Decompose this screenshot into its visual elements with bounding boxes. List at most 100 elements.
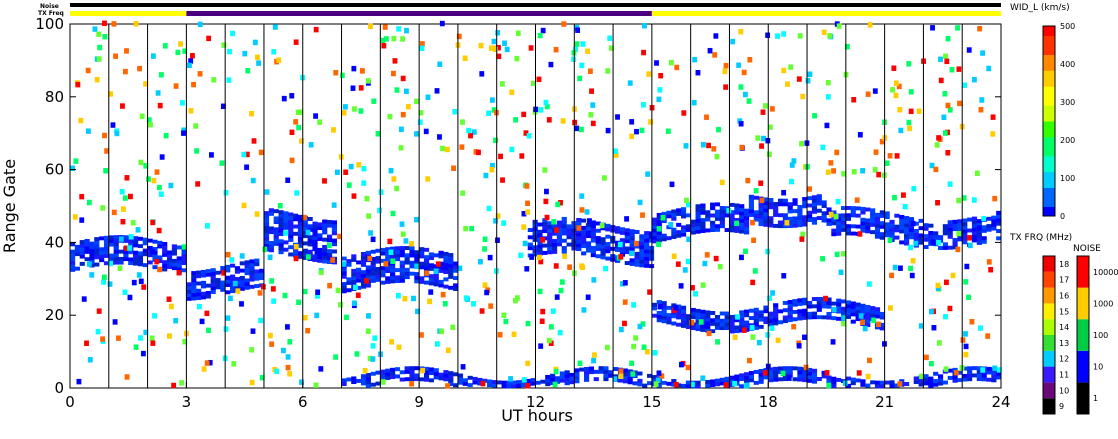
echo-cell — [229, 257, 235, 263]
echo-cell — [981, 228, 987, 233]
echo-cell — [872, 88, 878, 94]
echo-cell — [210, 286, 216, 291]
echo-cell — [559, 279, 565, 285]
echo-cell — [460, 364, 466, 370]
echo-cell — [561, 227, 567, 232]
echo-cell — [302, 248, 308, 253]
echo-cell — [782, 308, 788, 313]
echo-cell — [991, 215, 997, 220]
echo-cell — [913, 221, 919, 226]
echo-cell — [753, 187, 759, 194]
echo-cell — [758, 218, 764, 223]
echo-cell — [899, 225, 905, 230]
echo-cell — [963, 351, 969, 358]
echo-cell — [841, 251, 846, 257]
echo-cell — [884, 222, 890, 227]
echo-cell — [547, 221, 553, 226]
echo-cell — [763, 320, 769, 325]
echo-cell — [307, 249, 313, 254]
echo-cell — [123, 68, 128, 75]
echo-cell — [845, 206, 851, 210]
echo-cell — [296, 299, 301, 305]
colorbar-main-swatch — [1043, 197, 1055, 201]
echo-cell — [281, 347, 286, 354]
echo-cell — [981, 215, 987, 222]
echo-cell — [390, 279, 396, 284]
echo-cell — [400, 111, 406, 118]
echo-cell — [891, 65, 897, 71]
echo-cell — [506, 380, 512, 385]
echo-cell — [816, 194, 822, 199]
echo-cell — [816, 315, 822, 320]
echo-cell — [244, 267, 250, 272]
echo-cell — [831, 210, 837, 215]
echo-cell — [123, 245, 129, 251]
echo-cell — [618, 254, 624, 260]
echo-cell — [551, 242, 558, 247]
echo-cell — [108, 257, 114, 262]
echo-cell — [695, 211, 701, 216]
echo-cell — [503, 318, 509, 325]
echo-cell — [950, 272, 956, 279]
echo-cell — [381, 43, 387, 49]
echo-cell — [613, 367, 619, 371]
echo-cell — [437, 134, 442, 140]
echo-cell — [719, 381, 725, 386]
echo-cell — [263, 240, 270, 245]
echo-cell — [193, 123, 199, 129]
echo-cell — [870, 222, 876, 227]
echo-cell — [414, 272, 420, 277]
echo-cell — [952, 241, 958, 246]
echo-cell — [889, 380, 895, 385]
echo-cell — [335, 287, 341, 294]
echo-cell — [163, 132, 169, 139]
echo-cell — [758, 376, 764, 381]
echo-cell — [777, 366, 784, 371]
noise-bar-label: Noise — [40, 3, 59, 10]
echo-cell — [317, 233, 323, 238]
echo-cell — [101, 279, 107, 285]
echo-cell — [225, 275, 231, 280]
echo-cell — [241, 151, 247, 158]
echo-cell — [157, 240, 163, 245]
echo-cell — [693, 291, 698, 297]
echo-cell — [579, 62, 585, 69]
echo-cell — [624, 250, 630, 255]
echo-cell — [459, 144, 465, 150]
echo-cell — [297, 225, 304, 230]
echo-cell — [162, 263, 168, 268]
echo-cell — [855, 313, 861, 318]
echo-cell — [811, 372, 818, 377]
echo-cell — [537, 237, 543, 242]
echo-cell — [150, 53, 156, 59]
echo-cell — [906, 61, 912, 67]
echo-cell — [556, 227, 562, 232]
echo-cell — [322, 259, 328, 264]
echo-cell — [695, 312, 701, 317]
colorbar-main-swatch — [1043, 136, 1055, 141]
echo-cell — [542, 225, 548, 230]
echo-cell — [845, 304, 851, 309]
colorbar-main-tick: 300 — [1060, 98, 1075, 107]
echo-cell — [249, 110, 254, 117]
colorbar-main-swatch — [1043, 60, 1055, 65]
echo-cell — [547, 243, 553, 248]
echo-cell — [278, 217, 284, 222]
echo-cell — [964, 263, 970, 270]
echo-cell — [724, 311, 730, 316]
echo-cell — [195, 181, 201, 187]
echo-cell — [288, 237, 294, 242]
echo-cell — [850, 231, 856, 236]
echo-cell — [367, 255, 373, 262]
echo-cell — [857, 231, 863, 237]
echo-cell — [918, 226, 924, 231]
echo-cell — [356, 278, 362, 283]
echo-cell — [785, 81, 790, 87]
echo-cell — [400, 75, 406, 82]
echo-cell — [542, 243, 548, 248]
echo-cell — [228, 295, 233, 302]
echo-cell — [380, 376, 386, 381]
echo-cell — [79, 250, 85, 255]
echo-cell — [553, 263, 559, 269]
echo-cell — [768, 205, 774, 210]
